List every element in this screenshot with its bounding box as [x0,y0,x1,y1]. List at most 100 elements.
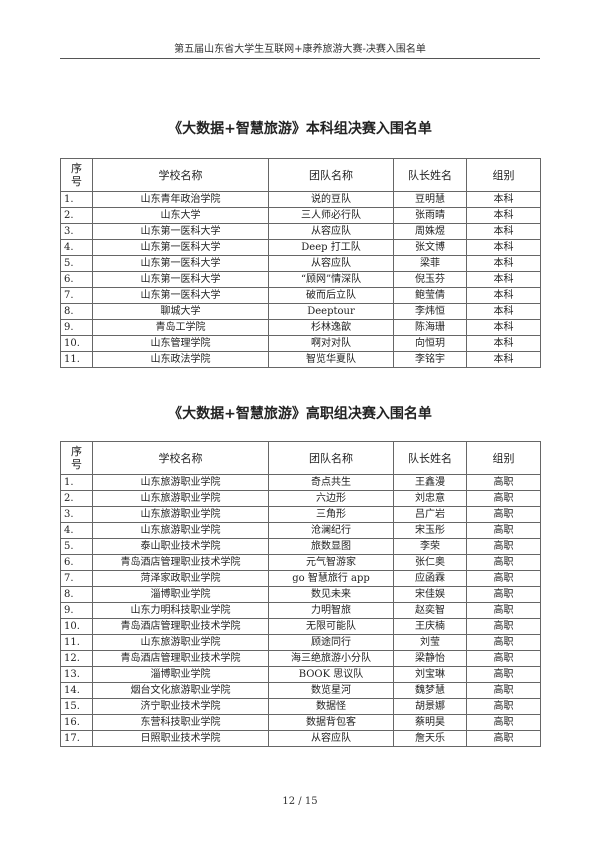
cell-school: 青岛酒店管理职业技术学院 [92,650,269,667]
table-row: 9. 山东力明科技职业学院 力明智旅 赵奕智 高职 [60,602,541,619]
cell-seq: 6. [60,271,93,288]
table-row: 11. 山东旅游职业学院 顾途同行 刘莹 高职 [60,634,541,651]
cell-seq: 3. [60,506,93,523]
cell-team: 奇点共生 [268,474,394,491]
cell-school: 山东大学 [92,207,269,224]
table-row: 2. 山东大学 三人师必行队 张雨晴 本科 [60,207,541,224]
cell-group: 本科 [466,207,541,224]
cell-seq: 15. [60,698,93,715]
cell-team: go 智慧旅行 app [268,570,394,587]
cell-seq: 1. [60,474,93,491]
cell-team: 旅数显图 [268,538,394,555]
cell-captain: 刘忠意 [393,490,467,507]
cell-team: 力明智旅 [268,602,394,619]
cell-school: 青岛酒店管理职业技术学院 [92,618,269,635]
column-header-team: 团队名称 [268,441,394,475]
cell-group: 高职 [466,682,541,699]
undergrad-finalists-table: 序号 学校名称 团队名称 队长姓名 组别 1. 山东青年政治学院 说的豆队 豆明慧 本科 2. 山东大… [60,158,541,368]
table-row: 5. 山东第一医科大学 从容应队 梁菲 本科 [60,255,541,272]
vocational-finalists-table: 序号 学校名称 团队名称 队长姓名 组别 1. 山东旅游职业学院 奇点共生 王鑫漫 高职 2. 山东旅… [60,441,541,747]
cell-group: 高职 [466,698,541,715]
cell-captain: 宋玉彤 [393,522,467,539]
cell-team: 智览华夏队 [268,351,394,368]
cell-seq: 13. [60,666,93,683]
cell-captain: 宋佳娱 [393,586,467,603]
cell-group: 高职 [466,650,541,667]
running-header: 第五届山东省大学生互联网+康养旅游大赛-决赛入围名单 [60,40,540,59]
cell-group: 高职 [466,474,541,491]
cell-school: 山东第一医科大学 [92,239,269,256]
cell-school: 山东第一医科大学 [92,271,269,288]
cell-team: 数览星河 [268,682,394,699]
cell-group: 高职 [466,618,541,635]
cell-school: 山东旅游职业学院 [92,474,269,491]
cell-captain: 张文博 [393,239,467,256]
cell-group: 高职 [466,666,541,683]
table-row: 2. 山东旅游职业学院 六边形 刘忠意 高职 [60,490,541,507]
column-header-team: 团队名称 [268,158,394,192]
cell-captain: 张仁奥 [393,554,467,571]
cell-school: 山东政法学院 [92,351,269,368]
table-title-undergrad: 《大数据+智慧旅游》本科组决赛入围名单 [168,121,432,137]
cell-school: 山东青年政治学院 [92,191,269,208]
cell-school: 山东管理学院 [92,335,269,352]
column-header-seq: 序号 [60,158,93,192]
cell-seq: 7. [60,287,93,304]
cell-school: 山东旅游职业学院 [92,490,269,507]
cell-team: 无限可能队 [268,618,394,635]
cell-seq: 2. [60,490,93,507]
cell-school: 聊城大学 [92,303,269,320]
cell-seq: 11. [60,351,93,368]
cell-captain: 魏梦慧 [393,682,467,699]
table-row: 10. 山东管理学院 啊对对队 向恒玥 本科 [60,335,541,352]
cell-team: 三人师必行队 [268,207,394,224]
cell-seq: 7. [60,570,93,587]
cell-captain: 刘宝琳 [393,666,467,683]
cell-seq: 12. [60,650,93,667]
header-row: 序号 学校名称 团队名称 队长姓名 组别 [60,441,541,475]
cell-captain: 胡景娜 [393,698,467,715]
column-header-school: 学校名称 [92,158,269,192]
cell-seq: 10. [60,618,93,635]
cell-team: Deep 打工队 [268,239,394,256]
cell-group: 本科 [466,255,541,272]
cell-captain: 应函霖 [393,570,467,587]
cell-seq: 3. [60,223,93,240]
cell-school: 青岛工学院 [92,319,269,336]
cell-school: 泰山职业技术学院 [92,538,269,555]
cell-group: 高职 [466,634,541,651]
table-row: 14. 烟台文化旅游职业学院 数览星河 魏梦慧 高职 [60,682,541,699]
cell-team: 元气智游家 [268,554,394,571]
cell-seq: 2. [60,207,93,224]
cell-team: 说的豆队 [268,191,394,208]
table-row: 13. 淄博职业学院 BOOK 思议队 刘宝琳 高职 [60,666,541,683]
cell-captain: 王鑫漫 [393,474,467,491]
cell-captain: 李铭宇 [393,351,467,368]
table-row: 7. 菏泽家政职业学院 go 智慧旅行 app 应函霖 高职 [60,570,541,587]
table-row: 10. 青岛酒店管理职业技术学院 无限可能队 王庆楠 高职 [60,618,541,635]
cell-group: 高职 [466,506,541,523]
cell-group: 本科 [466,287,541,304]
cell-school: 山东旅游职业学院 [92,634,269,651]
cell-group: 高职 [466,602,541,619]
table-row: 17. 日照职业技术学院 从容应队 詹天乐 高职 [60,730,541,747]
cell-captain: 王庆楠 [393,618,467,635]
cell-group: 高职 [466,570,541,587]
table-row: 6. 山东第一医科大学 “顾网”情深队 倪玉芬 本科 [60,271,541,288]
cell-team: 从容应队 [268,730,394,747]
cell-seq: 9. [60,319,93,336]
table-row: 1. 山东旅游职业学院 奇点共生 王鑫漫 高职 [60,474,541,491]
cell-team: 数据背包客 [268,714,394,731]
cell-team: 顾途同行 [268,634,394,651]
cell-seq: 1. [60,191,93,208]
cell-seq: 5. [60,538,93,555]
cell-team: 六边形 [268,490,394,507]
cell-team: 数见未来 [268,586,394,603]
cell-group: 本科 [466,351,541,368]
cell-school: 青岛酒店管理职业技术学院 [92,554,269,571]
cell-team: 啊对对队 [268,335,394,352]
table-row: 4. 山东旅游职业学院 沧澜纪行 宋玉彤 高职 [60,522,541,539]
cell-seq: 4. [60,239,93,256]
column-header-seq: 序号 [60,441,93,475]
cell-captain: 詹天乐 [393,730,467,747]
